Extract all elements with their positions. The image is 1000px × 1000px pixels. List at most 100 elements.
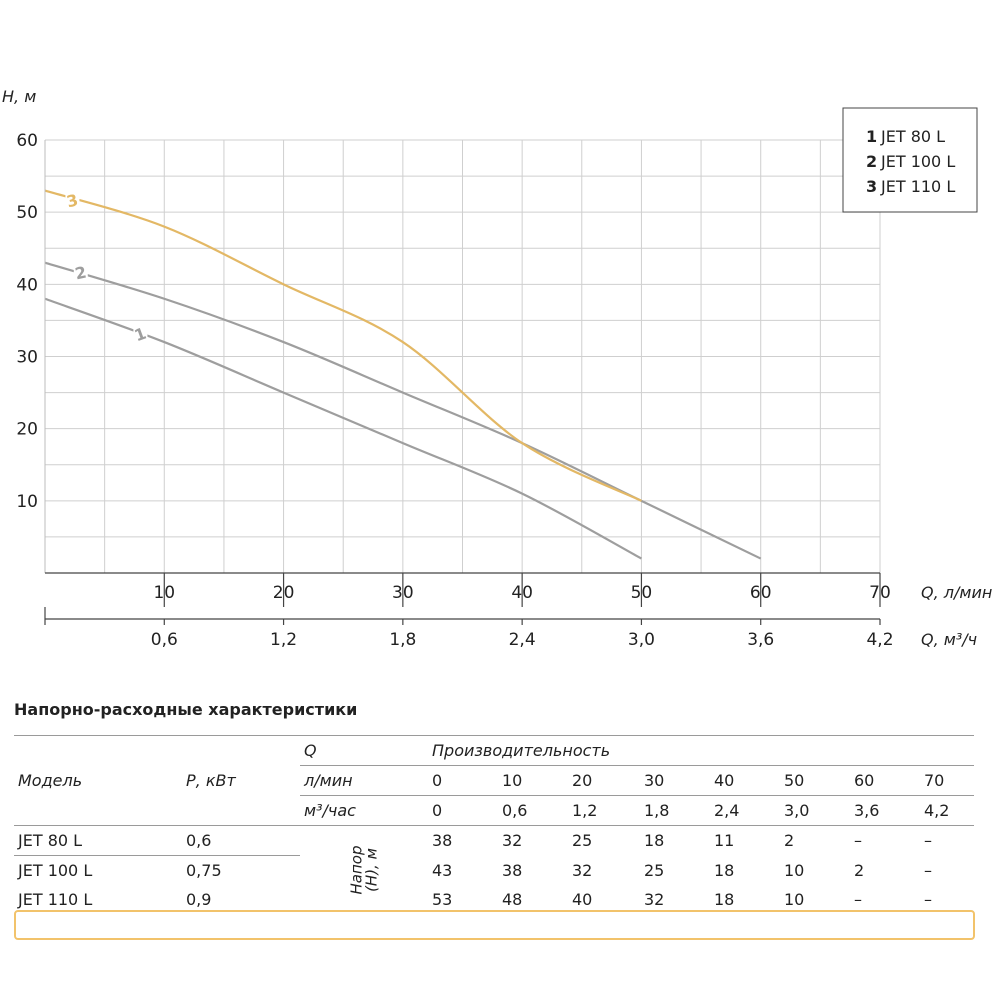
performance-table: Q Производительность Модель Р, кВт л/мин… (14, 735, 975, 914)
x-tick-label: 40 (511, 583, 533, 603)
legend-number: 1 (866, 127, 877, 146)
m3-cell: 1,2 (568, 795, 640, 826)
row-highlight-frame (14, 910, 975, 940)
value-cell: 38 (428, 825, 498, 856)
legend-number: 3 (866, 177, 877, 196)
grid (44, 139, 881, 574)
value-cell: 53 (432, 890, 453, 909)
value-cell: 18 (714, 890, 735, 909)
x-tick-label: 30 (392, 583, 414, 603)
x2-tick-label: 2,4 (509, 630, 536, 650)
y-tick-label: 10 (16, 492, 38, 512)
x-tick-label: 60 (750, 583, 772, 603)
y-tick-label: 60 (16, 131, 38, 151)
value-cell: 18 (714, 860, 735, 880)
value-cell: 10 (784, 890, 805, 909)
m3-cell: 0,6 (498, 795, 568, 826)
value-cell: 25 (568, 825, 640, 856)
model-cell: JET 100 L (14, 855, 182, 885)
m3-cell: 3,0 (780, 795, 850, 826)
lmin-label: л/мин (300, 765, 428, 796)
value-cell: – (924, 890, 932, 909)
pump-chart: 1 2 3 10 20 30 40 50 60 H, м 10 20 30 40 50 60 70 Q, л/м… (2, 87, 992, 650)
x-tick-label: 70 (869, 583, 891, 603)
head-label: Напор (Н), м (346, 845, 380, 894)
y-tick-label: 50 (16, 203, 38, 223)
table-row-highlighted: JET 110 L 0,9 53 48 40 32 18 10 – – (14, 885, 974, 914)
power-cell: 0,9 (186, 890, 212, 909)
x-tick-label: 50 (631, 583, 653, 603)
value-cell: 32 (572, 860, 593, 880)
table-row: JET 100 L 0,75 43 38 32 25 18 10 2 – (14, 855, 974, 885)
curves: 123 (44, 189, 762, 560)
lmin-cell: 50 (780, 765, 850, 796)
value-cell: 11 (710, 825, 780, 856)
header-row-m3: м³/час 0 0,6 1,2 1,8 2,4 3,0 3,6 4,2 (14, 795, 975, 826)
x2-tick-label: 0,6 (151, 630, 178, 650)
lmin-cell: 70 (920, 765, 975, 796)
legend-entry: JET 100 L (880, 152, 955, 171)
performance-table-section: Напорно-расходные характеристики Q Произ… (14, 700, 975, 940)
curve-label-bg (65, 191, 80, 210)
model-cell: JET 110 L (18, 890, 93, 909)
value-cell: 32 (644, 890, 665, 909)
legend: 1 JET 80 L2 JET 100 L3 JET 110 L (842, 107, 978, 213)
series-line (44, 297, 642, 560)
value-cell: 25 (644, 860, 665, 880)
m3-cell: 4,2 (920, 795, 975, 826)
header-row-q: Q Производительность (14, 735, 975, 766)
power-cell: 0,75 (182, 855, 300, 885)
m3-label: м³/час (300, 795, 428, 826)
y-tick-label: 20 (16, 420, 38, 440)
power-cell: 0,6 (182, 825, 300, 856)
curve-number-label: 3 (65, 190, 80, 211)
value-cell: 2 (854, 860, 865, 880)
y-tick-label: 30 (16, 348, 38, 368)
curve-label-bg (133, 324, 148, 343)
legend-box (842, 107, 978, 213)
lmin-cell: 30 (640, 765, 710, 796)
x-tick-label: 20 (273, 583, 295, 603)
lmin-cell: 10 (498, 765, 568, 796)
legend-number: 2 (866, 152, 877, 171)
power-header: Р, кВт (186, 771, 236, 790)
header-row-lmin: Модель Р, кВт л/мин 0 10 20 30 40 50 60 … (14, 765, 975, 796)
value-cell: 43 (432, 860, 453, 880)
value-cell: 48 (502, 890, 523, 909)
m3-cell: 3,6 (850, 795, 920, 826)
model-cell: JET 80 L (14, 825, 182, 856)
lmin-cell: 60 (850, 765, 920, 796)
axes: 10 20 30 40 50 60 H, м 10 20 30 40 50 60 70 Q, л/мин 0,… (2, 87, 992, 650)
curve-label-bg (73, 263, 88, 282)
value-cell: 18 (640, 825, 710, 856)
lmin-cell: 40 (710, 765, 780, 796)
x2-tick-label: 4,2 (866, 630, 893, 650)
model-header: Модель (18, 771, 83, 790)
value-cell: – (924, 860, 932, 880)
value-cell: 38 (502, 860, 523, 880)
m3-cell: 1,8 (640, 795, 710, 826)
y-tick-label: 40 (16, 275, 38, 295)
table-row: JET 80 L 0,6 Напор (Н), м 38 32 25 18 11 … (14, 825, 975, 914)
value-cell: – (854, 890, 862, 909)
head-label-cell: Напор (Н), м (300, 825, 428, 914)
m3-cell: 0 (428, 795, 498, 826)
value-cell: 10 (784, 860, 805, 880)
x-axis-label: Q, л/мин (921, 583, 992, 602)
lmin-cell: 20 (568, 765, 640, 796)
productivity-label: Производительность (428, 735, 975, 766)
value-cell: 2 (780, 825, 850, 856)
y-axis-label: H, м (2, 87, 36, 106)
legend-entry: JET 80 L (880, 127, 945, 146)
x2-tick-label: 3,6 (747, 630, 774, 650)
legend-entry: JET 110 L (880, 177, 955, 196)
x2-tick-label: 3,0 (628, 630, 655, 650)
value-cell: 32 (498, 825, 568, 856)
q-label: Q (300, 735, 428, 766)
value-cell: 40 (572, 890, 593, 909)
value-cell: – (920, 825, 975, 856)
m3-cell: 2,4 (710, 795, 780, 826)
value-cell: – (850, 825, 920, 856)
series-line (44, 189, 642, 502)
table-title: Напорно-расходные характеристики (14, 700, 358, 719)
